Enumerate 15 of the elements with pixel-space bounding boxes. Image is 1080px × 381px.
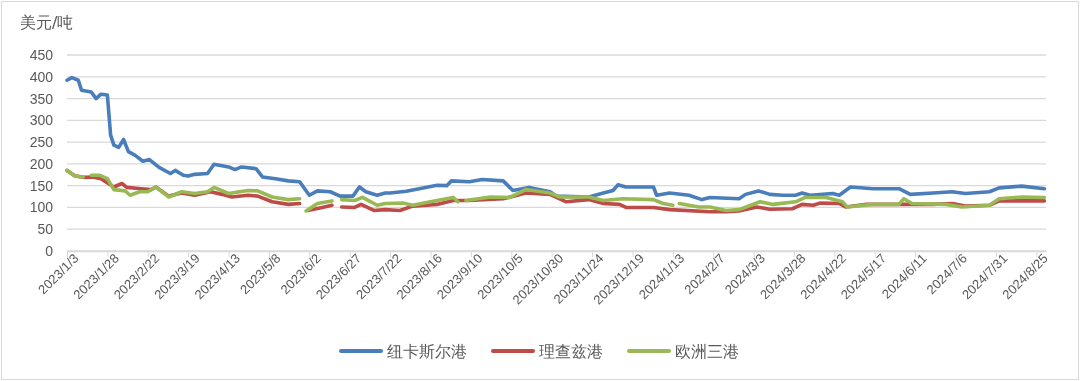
y-tick-label: 200: [29, 155, 54, 172]
y-tick-label: 150: [29, 177, 54, 194]
y-tick-label: 450: [29, 46, 54, 63]
y-axis-title: 美元/吨: [20, 13, 74, 32]
legend-label: 欧洲三港: [675, 341, 739, 361]
legend-label: 纽卡斯尔港: [387, 341, 467, 361]
y-tick-label: 400: [29, 68, 54, 85]
line-series: [65, 75, 1047, 202]
y-tick-label: 0: [45, 242, 54, 259]
y-tick-label: 350: [29, 90, 54, 107]
y-tick-label: 50: [37, 221, 54, 238]
legend-label: 理查兹港: [539, 341, 603, 361]
y-tick-label: 300: [29, 112, 54, 129]
y-tick-label: 250: [29, 134, 54, 151]
y-tick-label: 100: [29, 199, 54, 216]
